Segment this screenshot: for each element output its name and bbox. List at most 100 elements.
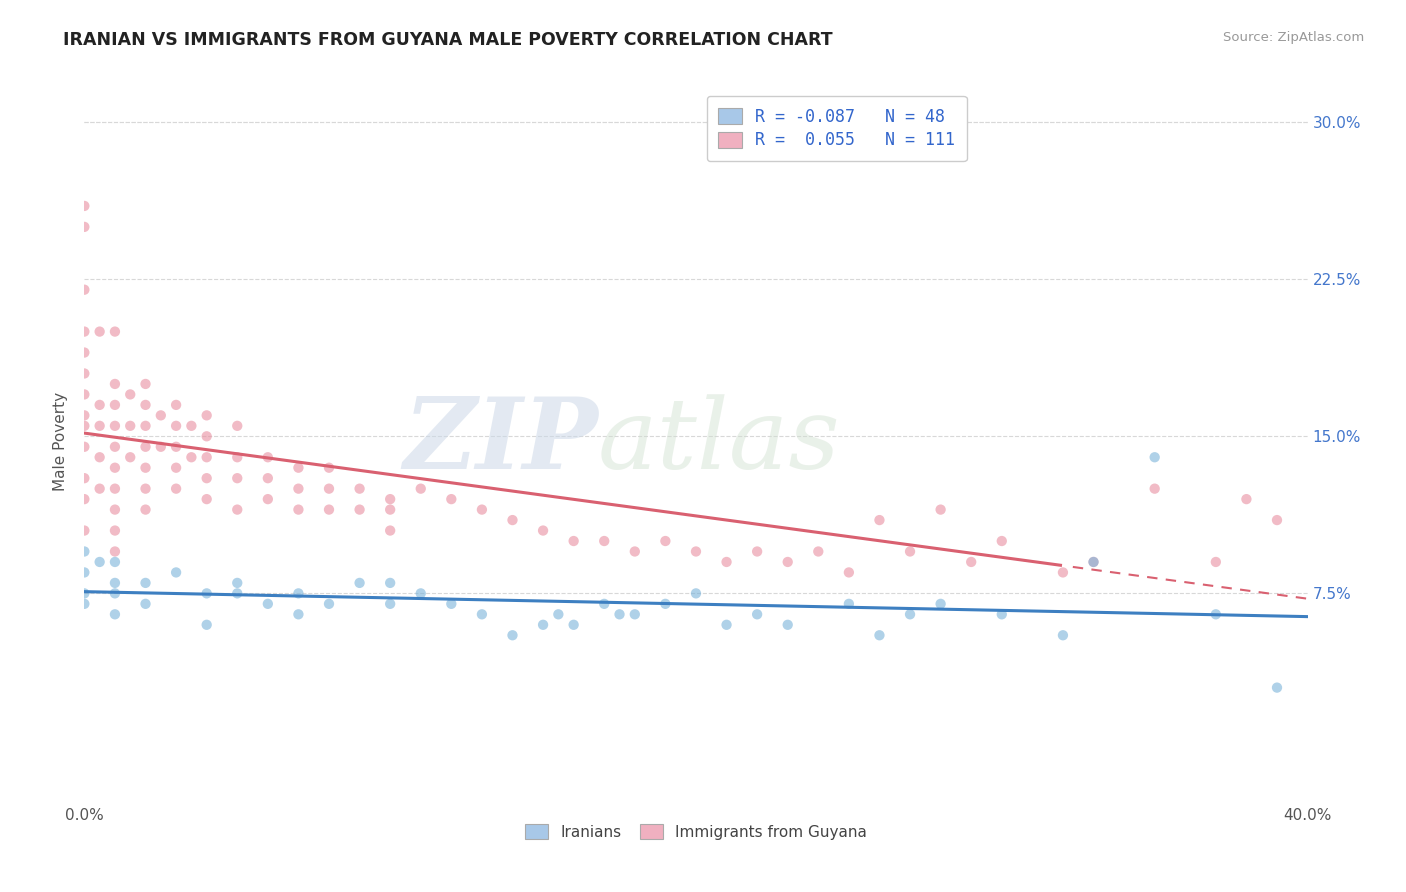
Point xyxy=(929,597,952,611)
Point xyxy=(287,502,309,516)
Point xyxy=(349,502,371,516)
Point xyxy=(776,555,799,569)
Legend: Iranians, Immigrants from Guyana: Iranians, Immigrants from Guyana xyxy=(519,818,873,846)
Point xyxy=(502,628,524,642)
Point xyxy=(716,617,738,632)
Point xyxy=(1052,566,1074,580)
Point xyxy=(73,418,96,433)
Point xyxy=(195,492,218,507)
Point xyxy=(318,597,340,611)
Point xyxy=(89,555,111,569)
Point xyxy=(838,566,860,580)
Point xyxy=(685,586,707,600)
Point xyxy=(226,502,249,516)
Y-axis label: Male Poverty: Male Poverty xyxy=(53,392,69,491)
Point xyxy=(226,471,249,485)
Point xyxy=(135,482,157,496)
Point xyxy=(180,450,202,465)
Point xyxy=(716,555,738,569)
Point xyxy=(73,345,96,359)
Point xyxy=(135,460,157,475)
Point xyxy=(287,607,309,622)
Point xyxy=(104,325,127,339)
Point xyxy=(960,555,983,569)
Point xyxy=(135,597,157,611)
Point xyxy=(380,575,402,590)
Point xyxy=(73,367,96,381)
Point xyxy=(73,471,96,485)
Point xyxy=(1265,513,1288,527)
Point xyxy=(409,482,432,496)
Point xyxy=(869,513,891,527)
Point xyxy=(165,566,187,580)
Point xyxy=(257,450,280,465)
Point xyxy=(257,597,280,611)
Point xyxy=(257,492,280,507)
Point xyxy=(104,482,127,496)
Point xyxy=(104,544,127,558)
Point xyxy=(318,502,340,516)
Point xyxy=(89,398,111,412)
Point xyxy=(135,575,157,590)
Point xyxy=(135,398,157,412)
Point xyxy=(120,387,142,401)
Point xyxy=(135,376,157,391)
Point xyxy=(195,409,218,423)
Point xyxy=(318,482,340,496)
Point xyxy=(502,513,524,527)
Point xyxy=(165,440,187,454)
Point xyxy=(195,586,218,600)
Point xyxy=(991,607,1014,622)
Point xyxy=(624,544,647,558)
Point xyxy=(135,502,157,516)
Point xyxy=(73,544,96,558)
Point xyxy=(471,607,494,622)
Text: IRANIAN VS IMMIGRANTS FROM GUYANA MALE POVERTY CORRELATION CHART: IRANIAN VS IMMIGRANTS FROM GUYANA MALE P… xyxy=(63,31,832,49)
Point xyxy=(593,534,616,549)
Point xyxy=(1143,482,1166,496)
Point xyxy=(195,450,218,465)
Point xyxy=(165,418,187,433)
Point xyxy=(73,219,96,234)
Point xyxy=(89,418,111,433)
Text: Source: ZipAtlas.com: Source: ZipAtlas.com xyxy=(1223,31,1364,45)
Point xyxy=(287,482,309,496)
Point xyxy=(135,418,157,433)
Point xyxy=(104,398,127,412)
Point xyxy=(409,586,432,600)
Point xyxy=(547,607,569,622)
Point xyxy=(776,617,799,632)
Point xyxy=(1083,555,1105,569)
Point xyxy=(180,418,202,433)
Point xyxy=(624,607,647,622)
Point xyxy=(226,575,249,590)
Point xyxy=(747,544,769,558)
Point xyxy=(869,628,891,642)
Point xyxy=(89,325,111,339)
Point xyxy=(654,597,676,611)
Point xyxy=(104,502,127,516)
Point xyxy=(73,586,96,600)
Point xyxy=(73,283,96,297)
Point xyxy=(593,597,616,611)
Point xyxy=(104,418,127,433)
Point xyxy=(165,460,187,475)
Point xyxy=(73,492,96,507)
Point xyxy=(195,617,218,632)
Point xyxy=(1205,555,1227,569)
Point xyxy=(104,460,127,475)
Point xyxy=(89,482,111,496)
Text: atlas: atlas xyxy=(598,394,841,489)
Point xyxy=(73,199,96,213)
Point xyxy=(73,597,96,611)
Point xyxy=(318,460,340,475)
Point xyxy=(531,617,554,632)
Point xyxy=(807,544,830,558)
Point xyxy=(104,376,127,391)
Point xyxy=(380,502,402,516)
Point xyxy=(104,440,127,454)
Point xyxy=(838,597,860,611)
Point xyxy=(1083,555,1105,569)
Point xyxy=(104,575,127,590)
Point xyxy=(89,450,111,465)
